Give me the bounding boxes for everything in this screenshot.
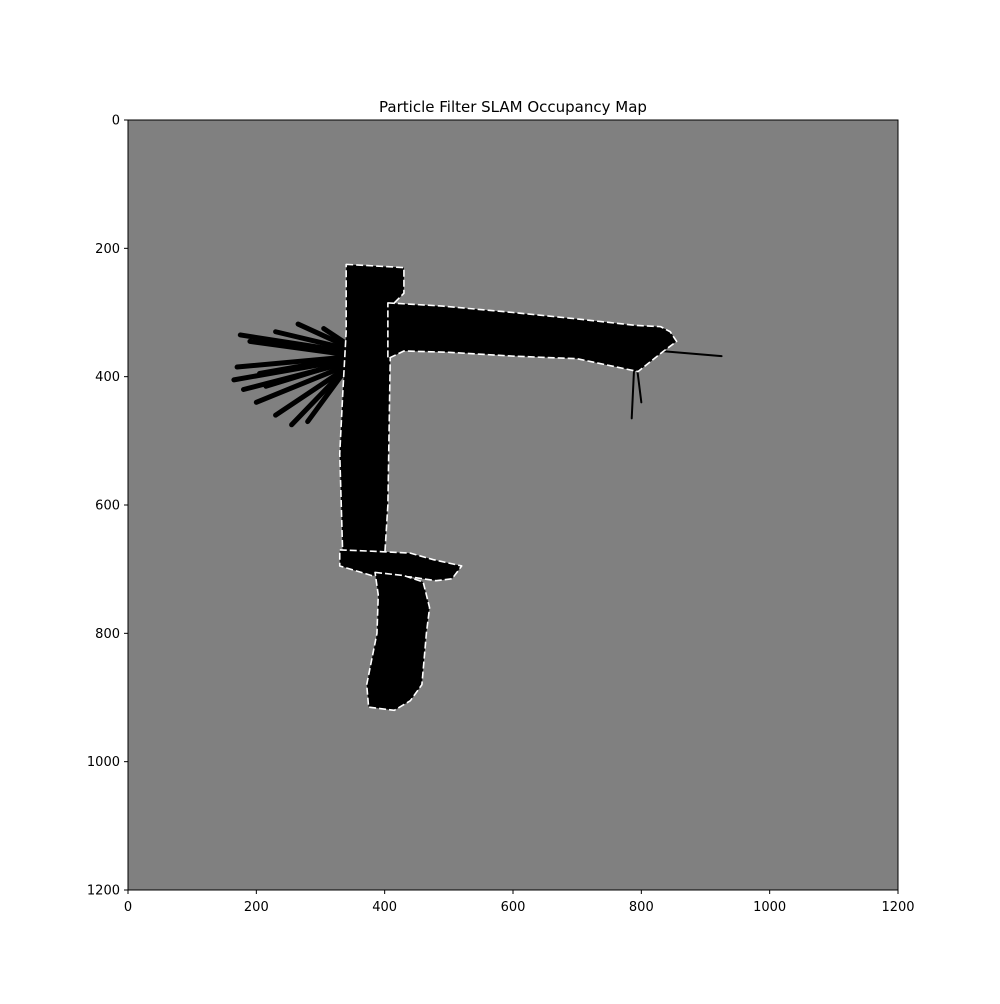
unknown-area-background [128, 120, 898, 890]
free-space-ray [253, 364, 346, 405]
x-tick-label: 0 [124, 900, 132, 915]
free-space-ray [273, 367, 346, 418]
y-tick-label: 1000 [87, 755, 120, 770]
free-space-ray [257, 356, 346, 376]
y-axis: 0 200 400 600 800 1000 1200 [87, 114, 128, 899]
x-tick-label: 600 [501, 900, 526, 915]
free-space-ray [247, 338, 346, 357]
mapped-area-layer [231, 263, 723, 712]
free-space-ray [263, 360, 346, 389]
free-space-ray [295, 321, 346, 348]
free-space-ray [234, 354, 346, 370]
y-tick-label: 200 [95, 242, 120, 257]
x-tick-label: 800 [629, 900, 654, 915]
y-tick-label: 0 [112, 114, 120, 129]
free-space-ray [289, 369, 346, 428]
x-tick-label: 1000 [753, 900, 786, 915]
y-tick-label: 800 [95, 627, 120, 642]
mapped-region-horizontal-corridor [387, 302, 678, 373]
free-space-ray [321, 326, 346, 344]
free-space-ray [273, 329, 346, 351]
x-tick-label: 1200 [881, 900, 914, 915]
x-tick-label: 200 [244, 900, 269, 915]
y-tick-label: 600 [95, 499, 120, 514]
y-tick-label: 1200 [87, 884, 120, 899]
free-space-ray [659, 350, 723, 358]
mapped-region-lower-corridor [365, 571, 431, 712]
x-tick-label: 400 [372, 900, 397, 915]
free-space-ray [237, 332, 346, 354]
free-space-ray [305, 370, 346, 425]
y-tick-label: 400 [95, 370, 120, 385]
mapped-region-junction-room [338, 549, 463, 582]
x-axis: 0 200 400 600 800 1000 1200 [124, 890, 915, 915]
chart-title: Particle Filter SLAM Occupancy Map [379, 98, 647, 116]
